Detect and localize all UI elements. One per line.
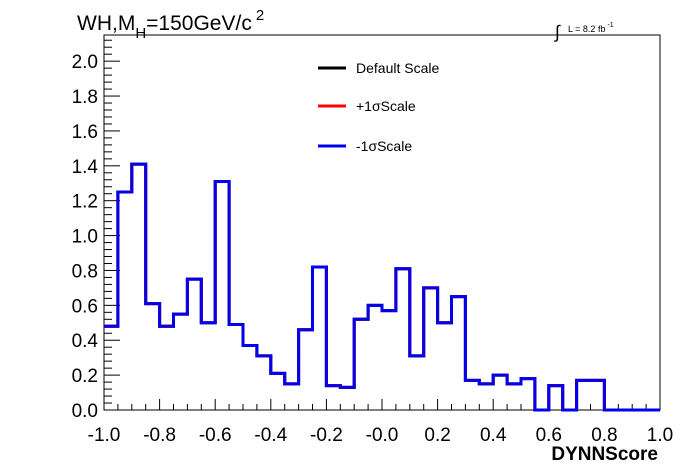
y-tick-label: 0.0 — [72, 401, 98, 422]
x-tick-label: 1.0 — [647, 425, 673, 446]
x-tick-label: 0.4 — [480, 425, 507, 446]
x-tick-label: -0.0 — [366, 425, 399, 446]
y-tick-label: 1.4 — [72, 157, 99, 178]
legend: Default Scale +1σScale -1σScale — [318, 60, 439, 154]
x-tick-label: 0.8 — [591, 425, 617, 446]
x-tick-label: 0.6 — [536, 425, 562, 446]
y-tick-label: 2.0 — [72, 52, 98, 73]
y-tick-label: 0.2 — [72, 366, 98, 387]
y-tick-label: 1.2 — [72, 192, 98, 213]
x-tick-label: -0.6 — [199, 425, 232, 446]
y-tick-label: 1.6 — [72, 122, 98, 143]
svg-text:L = 8.2 fb-1: L = 8.2 fb -1 — [568, 22, 614, 34]
x-axis-title: DYNNScore — [551, 444, 658, 465]
y-tick-label: 0.8 — [72, 261, 98, 282]
y-tick-label: 0.6 — [72, 296, 98, 317]
y-tick-label: 1.8 — [72, 87, 98, 108]
legend-label-plus: +1σScale — [356, 98, 416, 114]
x-tick-label: -0.4 — [254, 425, 287, 446]
x-tick-label: -1.0 — [88, 425, 121, 446]
luminosity-label: ∫ L = 8.2 fb -1 — [553, 22, 614, 42]
integral-sign: ∫ — [553, 22, 561, 42]
series-line-2 — [104, 162, 660, 412]
x-tick-label: -0.2 — [310, 425, 343, 446]
plot-frame — [103, 34, 661, 411]
y-tick-label: 0.4 — [72, 331, 99, 352]
x-axis: -1.0 -0.8 -0.6 -0.4 -0.2 -0.0 0.2 0.4 0.6 0.8 1.0 — [88, 399, 673, 446]
chart-title: WH,MH=150GeV/c 2 — [77, 7, 264, 42]
x-tick-label: -0.8 — [143, 425, 176, 446]
y-axis: 0.0 0.2 0.4 0.6 0.8 1.0 1.2 1.4 1.6 1.8 2.0 — [72, 39, 120, 422]
series-layer — [104, 162, 660, 412]
y-tick-label: 1.0 — [72, 227, 98, 248]
legend-label-default: Default Scale — [356, 60, 439, 76]
x-tick-label: 0.2 — [424, 425, 450, 446]
legend-label-minus: -1σScale — [356, 138, 412, 154]
